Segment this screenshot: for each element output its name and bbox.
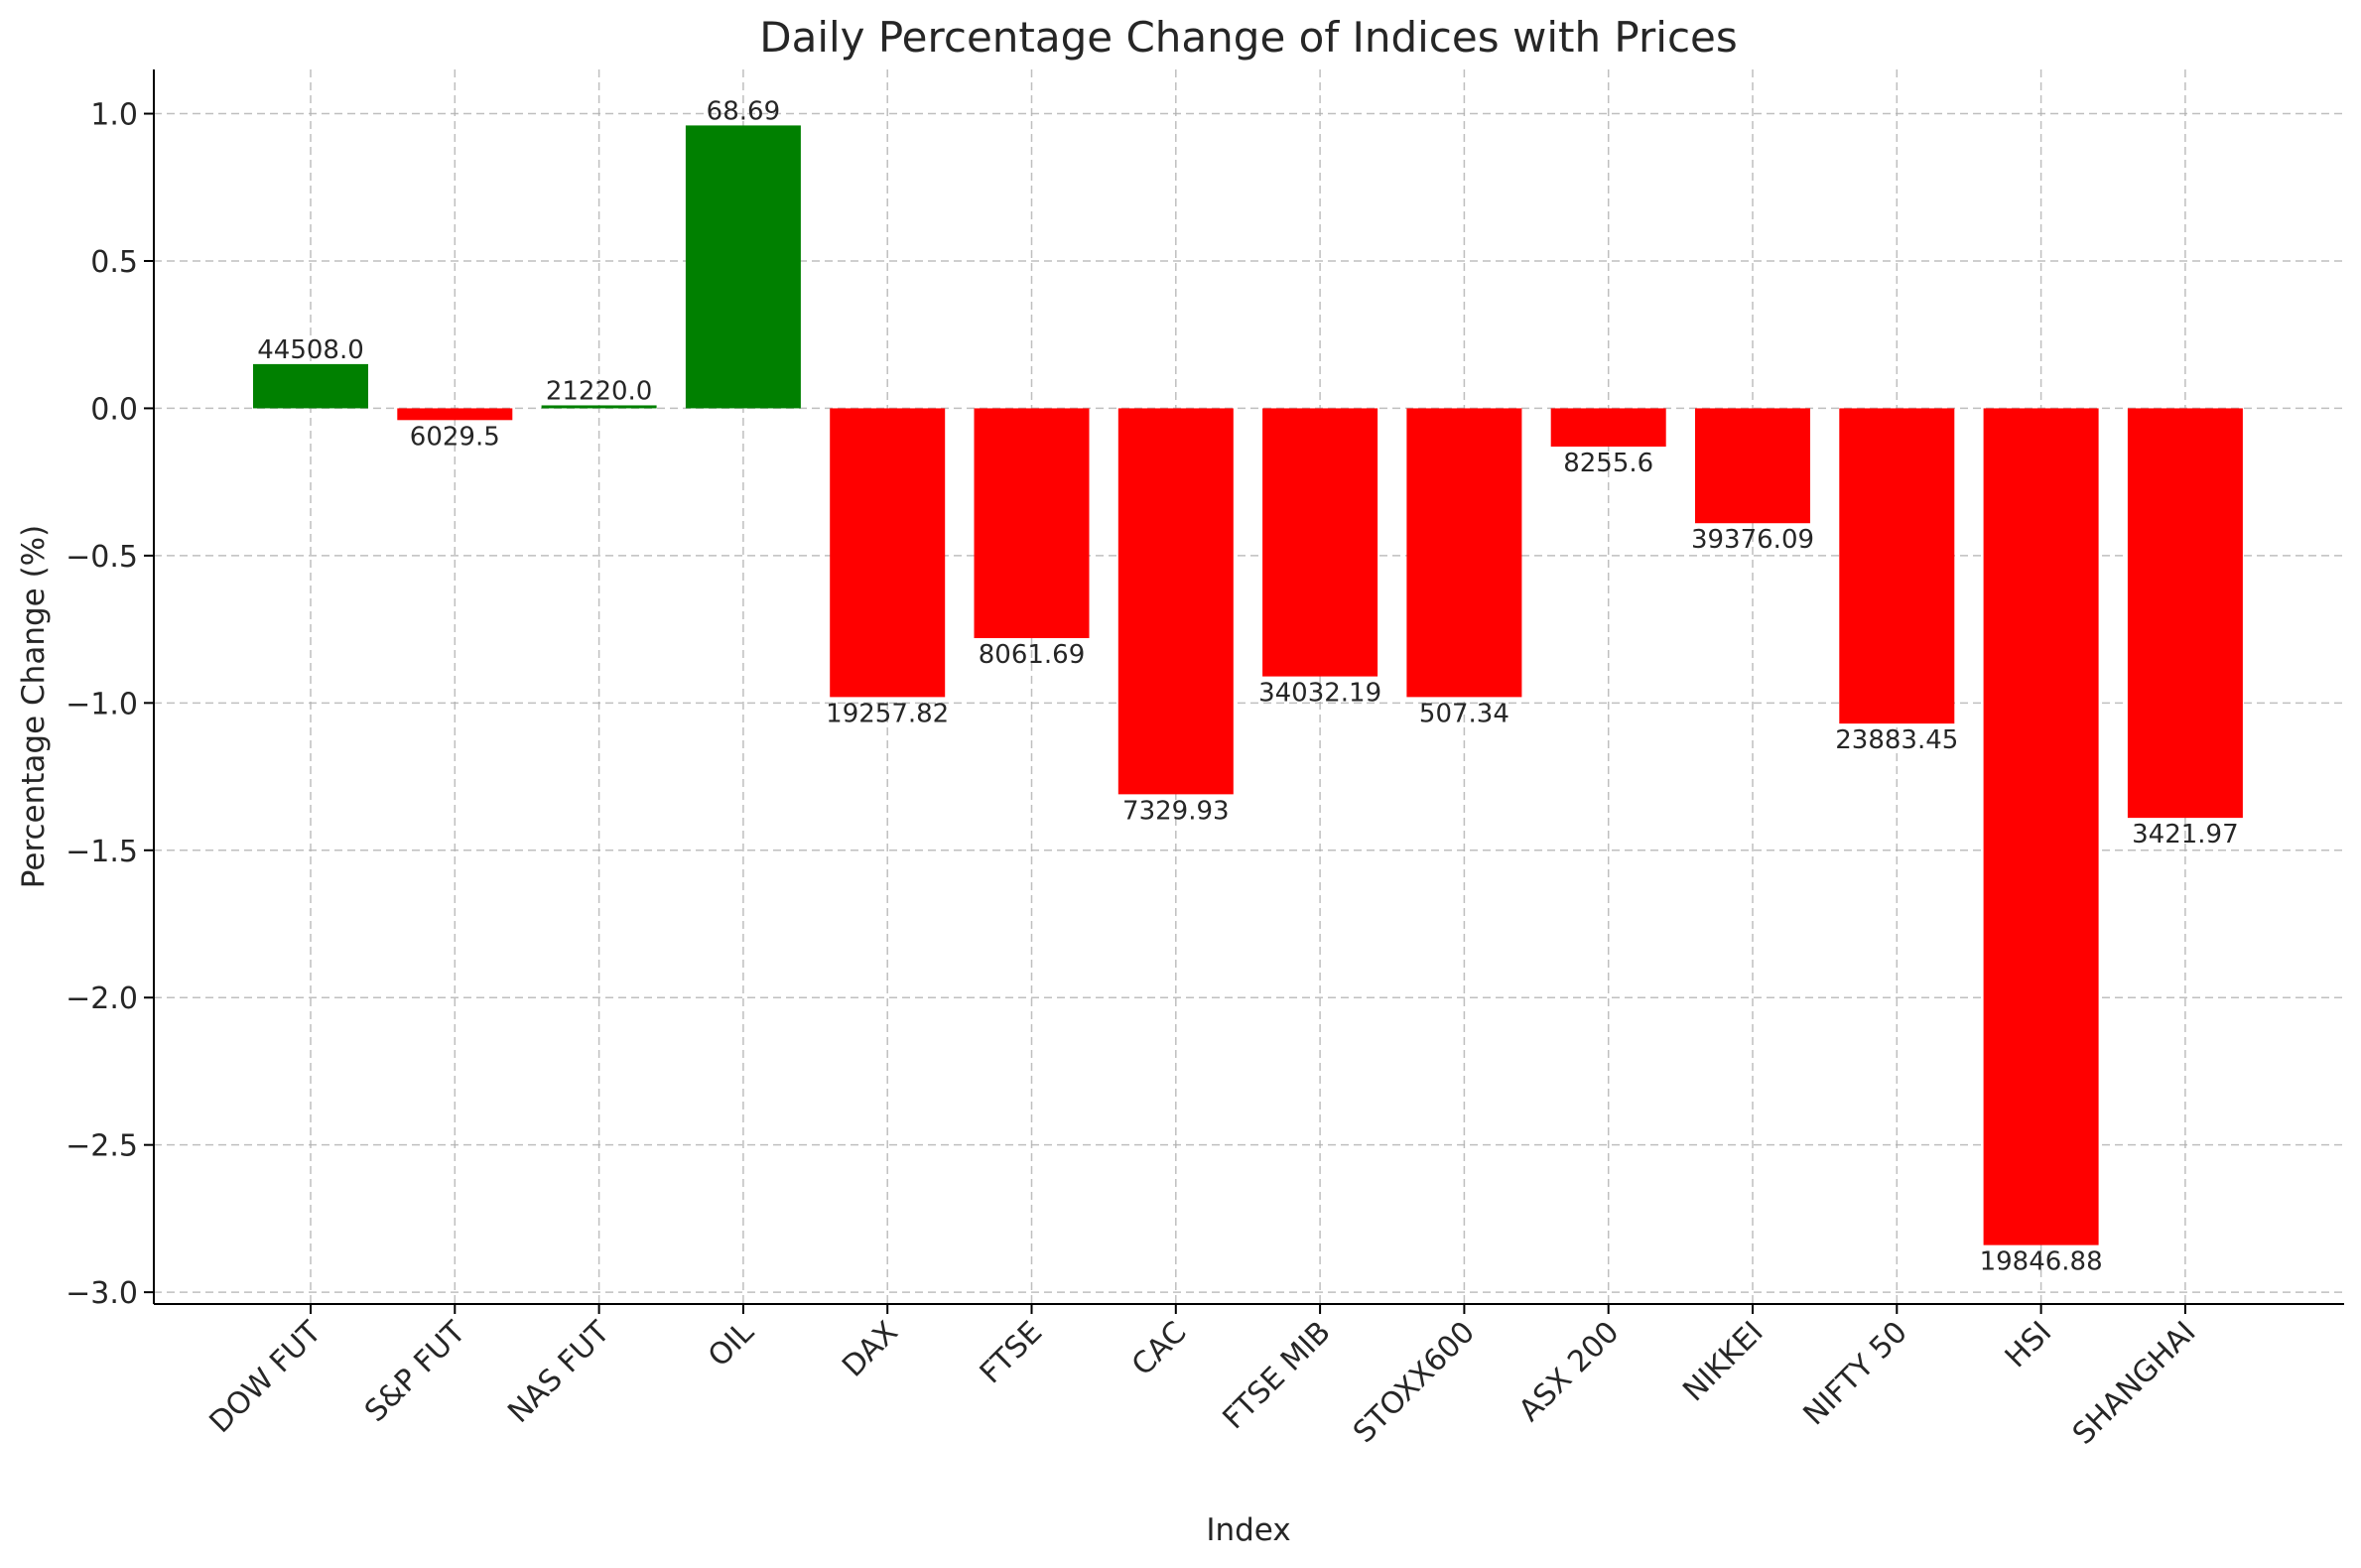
x-tick-label: S&P FUT bbox=[358, 1314, 472, 1428]
x-tick-label: DAX bbox=[836, 1315, 905, 1384]
x-tick-label: NIKKEI bbox=[1676, 1315, 1770, 1408]
bar-value-label: 21220.0 bbox=[546, 376, 653, 406]
bar-ftse-mib bbox=[1262, 408, 1378, 677]
bar-hsi bbox=[1983, 408, 2099, 1245]
y-tick-label: −1.0 bbox=[66, 687, 138, 721]
grid-lines bbox=[154, 69, 2344, 1304]
x-tick-label: SHANGHAI bbox=[2066, 1315, 2203, 1452]
bar-value-label: 44508.0 bbox=[257, 335, 364, 365]
bar-stoxx600 bbox=[1406, 408, 1522, 698]
bar-value-label: 6029.5 bbox=[410, 422, 500, 452]
y-tick-label: 0.0 bbox=[90, 392, 138, 427]
bar-value-label: 68.69 bbox=[707, 96, 780, 126]
y-tick-label: −2.0 bbox=[66, 981, 138, 1016]
y-tick-label: 1.0 bbox=[90, 98, 138, 133]
y-tick-label: 0.5 bbox=[90, 245, 138, 280]
bar-nifty-50 bbox=[1839, 408, 1955, 724]
y-tick-label: −0.5 bbox=[66, 540, 138, 575]
bar-value-label: 39376.09 bbox=[1691, 525, 1814, 555]
bar-value-label: 8255.6 bbox=[1563, 449, 1653, 478]
y-tick-label: −1.5 bbox=[66, 835, 138, 869]
x-tick-label: NIFTY 50 bbox=[1797, 1315, 1914, 1432]
x-tick-label: OIL bbox=[702, 1315, 761, 1374]
x-tick-label: DOW FUT bbox=[202, 1314, 328, 1440]
bar-dax bbox=[830, 408, 946, 698]
x-tick-label: FTSE bbox=[974, 1315, 1049, 1390]
y-tick-label: −3.0 bbox=[66, 1276, 138, 1311]
bar-value-label: 23883.45 bbox=[1835, 725, 1958, 755]
bar-value-label: 19257.82 bbox=[826, 699, 949, 728]
bar-value-label: 19846.88 bbox=[1980, 1247, 2103, 1277]
chart-title: Daily Percentage Change of Indices with … bbox=[759, 13, 1738, 62]
bar-value-label: 507.34 bbox=[1419, 699, 1509, 728]
bar-dow-fut bbox=[253, 363, 368, 409]
y-tick-label: −2.5 bbox=[66, 1129, 138, 1164]
bars bbox=[253, 125, 2243, 1245]
x-tick-label: ASX 200 bbox=[1512, 1315, 1626, 1428]
bar-value-label: 8061.69 bbox=[979, 640, 1086, 670]
x-axis-label: Index bbox=[1206, 1512, 1290, 1548]
bar-nikkei bbox=[1695, 408, 1810, 524]
bar-nas-fut bbox=[541, 405, 657, 409]
bar-asx-200 bbox=[1550, 408, 1666, 448]
x-tick-label: NAS FUT bbox=[501, 1314, 617, 1430]
y-axis-label: Percentage Change (%) bbox=[16, 525, 52, 888]
bar-value-label: 3421.97 bbox=[2132, 820, 2239, 849]
bar-cac bbox=[1117, 408, 1234, 795]
bar-shanghai bbox=[2127, 408, 2243, 819]
bar-oil bbox=[685, 125, 801, 409]
bar-ftse bbox=[974, 408, 1090, 639]
x-tick-label: HSI bbox=[1999, 1315, 2058, 1374]
bar-value-label: 34032.19 bbox=[1258, 679, 1381, 709]
x-tick-label: CAC bbox=[1125, 1315, 1194, 1383]
x-tick-label: STOXX600 bbox=[1347, 1315, 1482, 1450]
bar-value-label: 7329.93 bbox=[1122, 796, 1230, 826]
x-tick-label: FTSE MIB bbox=[1216, 1315, 1337, 1436]
bar-s-p-fut bbox=[397, 408, 513, 421]
bar-value-labels: 44508.0 6029.5 21220.0 68.69 19257.82 8061.69… bbox=[257, 96, 2238, 1276]
